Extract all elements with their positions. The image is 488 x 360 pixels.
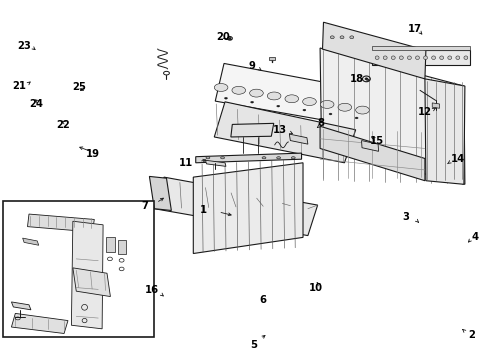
Polygon shape: [322, 22, 425, 79]
Ellipse shape: [330, 36, 333, 39]
Ellipse shape: [224, 97, 227, 99]
Ellipse shape: [463, 56, 467, 59]
Ellipse shape: [220, 157, 224, 159]
Ellipse shape: [285, 95, 298, 103]
Polygon shape: [71, 221, 103, 329]
Bar: [118, 240, 126, 253]
Ellipse shape: [214, 84, 227, 91]
Polygon shape: [214, 102, 355, 163]
Ellipse shape: [354, 117, 357, 119]
Text: 7: 7: [141, 201, 148, 211]
Text: 11: 11: [179, 158, 193, 168]
Bar: [3, 201, 154, 337]
Polygon shape: [11, 314, 68, 333]
Bar: [105, 237, 115, 252]
Text: 4: 4: [470, 232, 477, 242]
Ellipse shape: [249, 89, 263, 97]
Text: 3: 3: [401, 212, 408, 221]
Ellipse shape: [339, 36, 343, 39]
Text: 17: 17: [407, 24, 421, 35]
Text: 9: 9: [248, 61, 255, 71]
Text: 14: 14: [449, 154, 464, 164]
Polygon shape: [320, 126, 424, 181]
Polygon shape: [27, 214, 94, 232]
Text: 24: 24: [29, 99, 43, 109]
Ellipse shape: [291, 157, 295, 159]
Polygon shape: [205, 160, 225, 166]
Ellipse shape: [302, 98, 316, 105]
Text: 5: 5: [249, 340, 256, 350]
Ellipse shape: [250, 101, 253, 103]
Ellipse shape: [262, 157, 265, 159]
Text: 10: 10: [308, 283, 322, 293]
Ellipse shape: [228, 38, 230, 39]
Ellipse shape: [455, 56, 459, 59]
Text: 21: 21: [12, 81, 26, 91]
Text: 23: 23: [17, 41, 31, 50]
Text: 19: 19: [85, 149, 99, 159]
Text: 20: 20: [216, 32, 229, 41]
Ellipse shape: [390, 56, 394, 59]
Ellipse shape: [383, 56, 386, 59]
Ellipse shape: [439, 56, 443, 59]
Polygon shape: [195, 153, 301, 163]
Ellipse shape: [407, 56, 410, 59]
Ellipse shape: [337, 103, 351, 111]
Text: 22: 22: [56, 121, 70, 130]
Ellipse shape: [423, 56, 427, 59]
Polygon shape: [193, 163, 303, 253]
Polygon shape: [22, 238, 39, 245]
Ellipse shape: [399, 56, 403, 59]
Polygon shape: [424, 79, 464, 184]
Polygon shape: [215, 63, 370, 127]
Ellipse shape: [328, 113, 331, 115]
Ellipse shape: [415, 56, 419, 59]
Text: 13: 13: [272, 125, 286, 135]
Ellipse shape: [276, 105, 279, 107]
Text: 15: 15: [369, 136, 384, 146]
Text: 12: 12: [417, 107, 431, 117]
Polygon shape: [230, 123, 273, 137]
Ellipse shape: [302, 109, 305, 111]
Ellipse shape: [431, 56, 435, 59]
Polygon shape: [320, 48, 464, 184]
Ellipse shape: [267, 92, 281, 100]
Ellipse shape: [276, 157, 280, 159]
Polygon shape: [361, 140, 378, 151]
Polygon shape: [149, 176, 171, 211]
Ellipse shape: [374, 56, 378, 59]
Polygon shape: [431, 103, 439, 108]
Polygon shape: [154, 177, 317, 235]
Polygon shape: [11, 302, 31, 310]
Ellipse shape: [349, 36, 353, 39]
Ellipse shape: [364, 78, 367, 80]
Text: 6: 6: [259, 295, 265, 305]
Text: 25: 25: [73, 82, 86, 93]
Text: 2: 2: [467, 330, 474, 340]
Polygon shape: [73, 268, 110, 297]
Ellipse shape: [205, 157, 209, 159]
Text: 16: 16: [144, 285, 159, 296]
Polygon shape: [371, 50, 469, 65]
Polygon shape: [289, 134, 307, 144]
Ellipse shape: [447, 56, 451, 59]
Text: 18: 18: [349, 74, 363, 84]
Polygon shape: [371, 45, 469, 50]
Ellipse shape: [320, 100, 333, 108]
Text: 8: 8: [316, 118, 324, 128]
Text: 1: 1: [199, 206, 206, 216]
Ellipse shape: [231, 86, 245, 94]
Ellipse shape: [355, 106, 368, 114]
Bar: [268, 57, 274, 59]
